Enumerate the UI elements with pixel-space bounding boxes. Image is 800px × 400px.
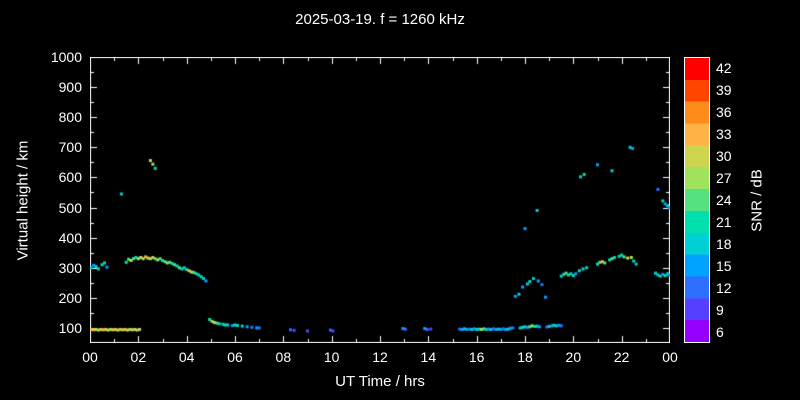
- x-tick-label: 02: [130, 349, 147, 365]
- y-tick-label: 700: [58, 139, 82, 156]
- x-tick-label: 14: [420, 349, 437, 365]
- snr-colorbar: [684, 57, 710, 343]
- x-tick-label: 12: [372, 349, 388, 365]
- y-tick-label: 600: [58, 169, 82, 186]
- x-tick-label: 22: [613, 349, 630, 365]
- y-tick-label: 100: [58, 319, 82, 336]
- x-tick-label: 20: [565, 349, 582, 365]
- x-tick-label: 04: [178, 349, 195, 365]
- x-tick-label: 18: [517, 349, 533, 365]
- x-tick-label: 00: [82, 349, 98, 365]
- y-tick-label: 500: [58, 199, 82, 216]
- colorbar-tick-label: 33: [716, 126, 732, 142]
- chart-title: 2025-03-19. f = 1260 kHz: [295, 11, 465, 28]
- colorbar-tick-label: 6: [716, 324, 724, 340]
- colorbar-tick-label: 24: [716, 192, 732, 208]
- scatter-plot-canvas: [90, 57, 670, 343]
- x-axis-label: UT Time / hrs: [335, 373, 425, 390]
- y-tick-label: 800: [58, 109, 82, 126]
- x-tick-label: 06: [227, 349, 243, 365]
- y-tick-label: 1000: [50, 49, 82, 65]
- x-tick-label: 16: [468, 349, 485, 365]
- colorbar-tick-label: 21: [716, 214, 732, 230]
- x-tick-label: 10: [323, 349, 340, 365]
- y-tick-label: 900: [58, 79, 82, 96]
- colorbar-tick-label: 39: [716, 82, 732, 98]
- colorbar-tick-label: 30: [716, 148, 732, 164]
- y-tick-label: 400: [58, 229, 82, 246]
- colorbar-tick-label: 18: [716, 236, 732, 252]
- y-tick-label: 200: [58, 289, 82, 306]
- colorbar-tick-label: 42: [716, 60, 732, 76]
- colorbar-tick-label: 9: [716, 302, 724, 318]
- colorbar-tick-label: 27: [716, 170, 732, 186]
- x-tick-label: 08: [275, 349, 292, 365]
- x-tick-label: 00: [662, 349, 678, 365]
- colorbar-tick-label: 36: [716, 104, 732, 120]
- colorbar-tick-label: 15: [716, 258, 732, 274]
- y-tick-label: 300: [58, 259, 82, 276]
- y-axis-label: Virtual height / km: [14, 140, 32, 261]
- colorbar-tick-label: 12: [716, 280, 732, 296]
